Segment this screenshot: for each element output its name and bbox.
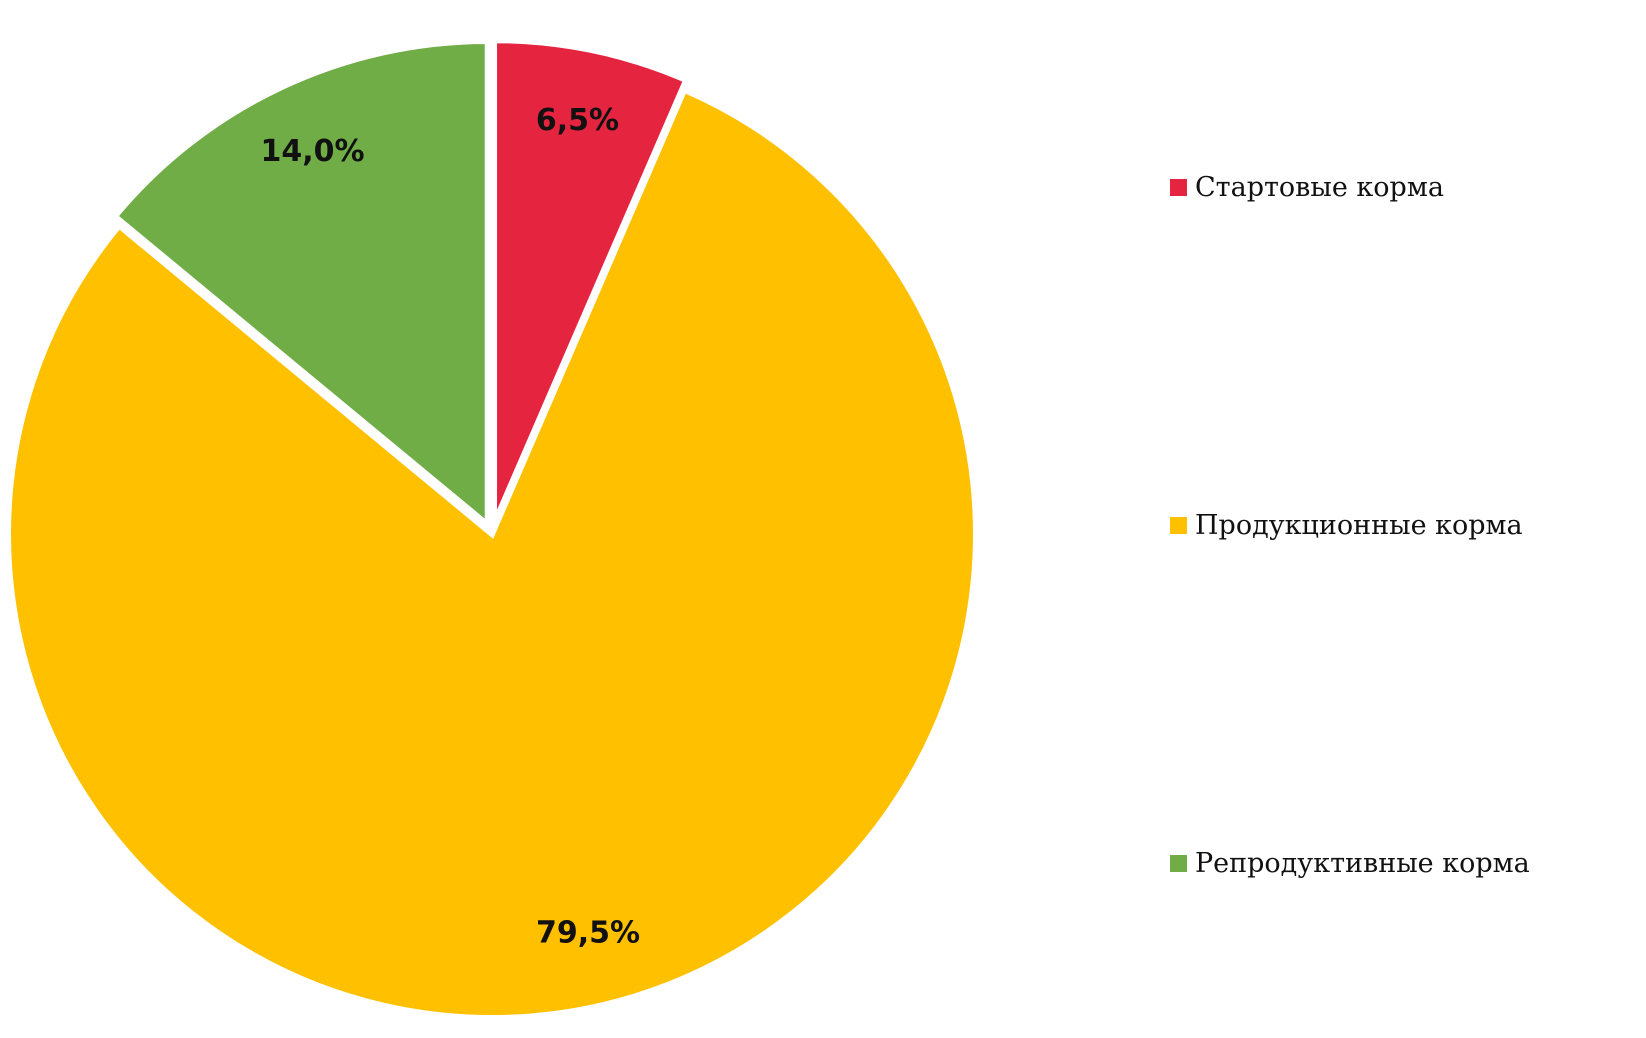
legend-label-production-feed: Продукционные корма	[1195, 510, 1523, 541]
legend-item-reproductive-feed: Репродуктивные корма	[1170, 848, 1530, 879]
legend: Стартовые корма Продукционные корма Репр…	[1170, 0, 1630, 1038]
legend-swatch-production-feed	[1170, 517, 1187, 534]
legend-label-reproductive-feed: Репродуктивные корма	[1195, 848, 1530, 879]
slice-label-production-feed: 79,5%	[536, 916, 640, 951]
legend-item-starter-feed: Стартовые корма	[1170, 172, 1444, 203]
pie-slice-production-feed	[5, 85, 979, 1021]
legend-swatch-reproductive-feed	[1170, 855, 1187, 872]
legend-label-starter-feed: Стартовые корма	[1195, 172, 1444, 203]
slice-label-starter-feed: 6,5%	[536, 103, 619, 138]
slice-label-reproductive-feed: 14,0%	[261, 134, 365, 169]
pie-slices	[5, 37, 979, 1021]
pie-slice-reproductive-feed	[110, 37, 491, 532]
legend-item-production-feed: Продукционные корма	[1170, 510, 1523, 541]
legend-swatch-starter-feed	[1170, 179, 1187, 196]
pie-slice-labels: 6,5% 79,5% 14,0%	[261, 103, 641, 951]
pie-slice-starter-feed	[491, 37, 691, 526]
